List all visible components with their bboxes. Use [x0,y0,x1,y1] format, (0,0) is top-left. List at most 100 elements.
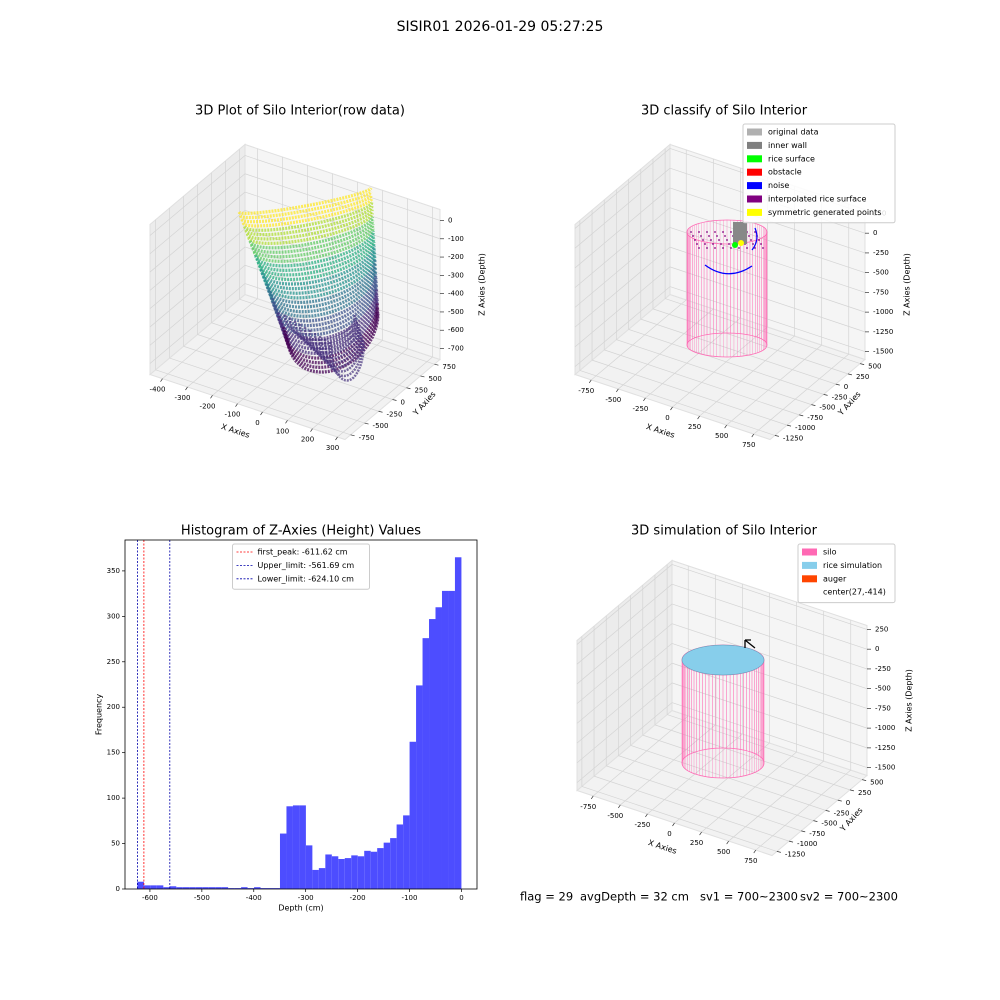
y-tick-label: 0 [846,799,850,807]
x-tick-label: -100 [225,411,241,419]
grid-line [149,210,246,291]
grid-line [576,682,673,764]
x-tick-label: 0 [255,419,259,427]
z-axis-label: Z Axies (Depth) [905,669,914,732]
legend-label: Lower_limit: -624.10 cm [258,574,355,583]
tick-mark [724,424,727,429]
point-cloud [250,220,375,254]
status-text: sv2 = 700~2300 [800,890,898,904]
hist-bar [150,885,157,889]
y-tick-label: -1250 [783,434,803,442]
surface-dot [716,235,718,237]
point-cloud [272,277,378,328]
surface-dot [706,247,708,249]
surface-dot [704,243,706,245]
grid-line [574,286,671,367]
tick-mark [801,830,806,833]
tick-mark [210,395,213,399]
axes-frame [124,539,478,890]
point-cloud [243,202,374,232]
grid-line [576,564,673,645]
x-tick-label: -750 [580,803,596,811]
surface-dot [730,231,732,233]
status-text: flag = 29 [520,890,573,904]
grid-line [574,246,671,328]
x-axis-label: Depth (cm) [278,904,323,913]
x-tick-label: 250 [688,423,701,431]
x-tick-label: -250 [634,821,650,829]
grid-line [244,155,441,221]
hist-bar [331,856,339,889]
z-tick-label: -1500 [873,348,893,356]
legend-label: rice simulation [823,561,882,570]
tick-mark [235,403,238,407]
grid-line [669,286,866,352]
legend-label: original data [768,128,819,137]
z-tick-label: -500 [875,685,891,693]
hist-bar [137,881,144,889]
hist-bar [286,806,293,889]
grid-line [606,765,802,832]
x-tick-label: 0 [667,830,671,838]
surface-dot [698,247,700,249]
x-tick-label: 500 [715,432,728,440]
legend-swatch [747,168,762,176]
legend-label: rice surface [768,154,815,163]
y-tick-label: 500 [870,779,883,787]
grid-line [593,775,790,842]
grid-line [665,298,861,364]
surface-dot [712,243,714,245]
y-tick-label: 500 [428,375,441,383]
axes-title: 3D Plot of Silo Interior(row data) [195,104,405,119]
grid-line [149,173,246,255]
grid-line [753,353,849,435]
tick-mark [860,363,865,365]
tick-mark [774,435,779,437]
x-axis-label: X Axies [645,422,676,440]
grid-line [574,227,671,308]
grid-line [669,227,866,293]
grid-line [149,155,246,236]
y-tick-label: 300 [107,612,120,620]
z-tick-label: -600 [448,326,464,334]
silo-ring [686,332,768,358]
grid-line [640,318,836,385]
z-tick-label: -500 [448,308,464,316]
y-tick-label: -250 [832,393,848,401]
y-tick-label: -750 [359,434,375,442]
hist-bar [416,685,423,889]
hist-bar [344,858,352,889]
tick-mark [618,804,621,809]
tick-mark [310,428,313,432]
hist-bar [221,887,229,889]
surface-dot [760,243,762,245]
rice-surface [732,242,738,248]
z-axis-label: Z Axies (Depth) [478,253,487,316]
y-tick-label: -250 [387,410,403,418]
tick-mark [364,422,369,425]
y-tick-label: -500 [821,820,837,828]
hist-bar [182,887,190,889]
hist-bar [247,888,255,889]
x-tick-label: -600 [142,894,158,902]
x-tick-label: 500 [717,848,730,856]
y-tick-label: -1000 [795,424,815,432]
hist-bar [260,888,268,889]
tick-mark [590,795,594,800]
y-axis-label: Frequency [95,694,104,736]
y-tick-label: -750 [807,414,823,422]
z-tick-label: -750 [873,288,889,296]
tick-mark [335,436,338,441]
surface-dot [722,231,724,233]
legend-swatch [747,128,762,136]
hist-bar [390,838,397,889]
legend-box [232,543,370,590]
point-cloud [269,270,378,318]
legend-swatch [747,208,762,216]
hist-bar [195,887,203,889]
z-tick-label: -700 [448,345,464,353]
tick-mark [823,394,828,396]
y-tick-label: 200 [107,703,120,711]
x-tick-label: -250 [632,405,648,413]
grid-line [591,299,687,381]
